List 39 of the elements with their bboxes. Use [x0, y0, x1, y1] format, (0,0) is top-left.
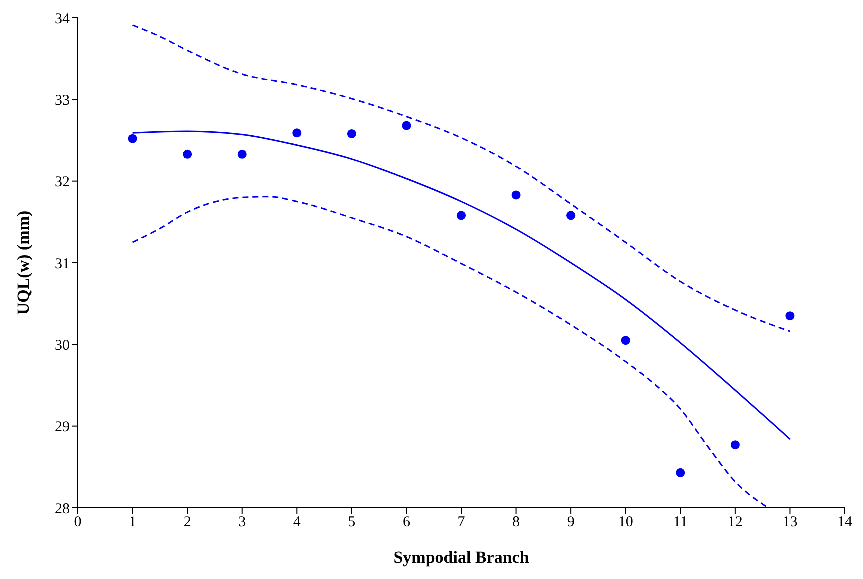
point	[292, 128, 302, 138]
point	[347, 129, 356, 138]
x-tick-label: 2	[184, 514, 192, 531]
y-tick-label: 33	[55, 92, 70, 109]
point	[621, 336, 630, 346]
point	[238, 150, 247, 159]
line-series	[132, 196, 770, 508]
x-tick-label: 8	[512, 514, 520, 531]
point	[512, 190, 521, 200]
x-tick-label: 11	[673, 514, 688, 531]
y-tick-label: 34	[55, 11, 70, 28]
x-tick-label: 4	[293, 514, 302, 531]
point	[402, 121, 412, 130]
point	[456, 211, 466, 220]
x-tick-label: 3	[238, 514, 246, 531]
point	[786, 312, 795, 321]
point	[128, 134, 138, 144]
y-axis-title: UQL(w) (mm)	[14, 210, 34, 316]
x-tick-label: 5	[348, 514, 356, 531]
x-tick-label: 12	[728, 514, 743, 531]
y-tick-label: 32	[55, 174, 70, 191]
x-tick-label: 14	[838, 514, 853, 531]
point	[183, 150, 192, 159]
x-tick-label: 7	[458, 514, 466, 531]
point	[676, 468, 686, 478]
point	[566, 211, 576, 220]
y-tick-label: 31	[55, 256, 70, 272]
x-tick-label: 6	[402, 514, 411, 531]
point	[730, 440, 740, 450]
line-series	[132, 24, 791, 332]
x-tick-label: 9	[567, 514, 575, 531]
y-tick-label: 30	[55, 338, 70, 354]
x-tick-label: 0	[74, 514, 82, 531]
x-tick-label: 10	[618, 514, 634, 531]
x-tick-label: 13	[782, 514, 798, 531]
y-tick-label: 29	[55, 420, 70, 436]
x-axis-title: Sympodial Branch	[394, 548, 530, 567]
y-tick-label: 28	[55, 501, 70, 518]
x-tick-label: 1	[129, 514, 137, 531]
